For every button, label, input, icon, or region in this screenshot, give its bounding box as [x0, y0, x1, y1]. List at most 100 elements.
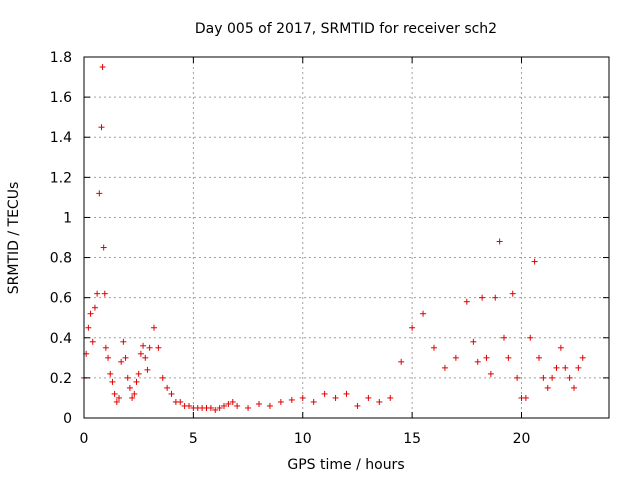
data-point: [522, 394, 529, 401]
data-point: [225, 400, 232, 407]
axis-ticks: [83, 56, 609, 419]
data-point: [140, 342, 147, 349]
data-point: [216, 404, 223, 411]
data-point: [492, 294, 499, 301]
data-point: [126, 384, 133, 391]
data-point: [113, 398, 120, 405]
data-point: [137, 350, 144, 357]
data-point: [288, 396, 295, 403]
y-tick-label: 1.2: [50, 170, 72, 186]
y-tick-labels: 0 0.2 0.4 0.6 0.8 1 1.2 1.4 1.6 1.8: [50, 50, 72, 427]
data-point: [94, 290, 101, 297]
grid-lines: [84, 57, 609, 418]
data-point: [164, 384, 171, 391]
data-point: [118, 358, 125, 365]
data-point: [505, 354, 512, 361]
data-point: [116, 394, 122, 401]
y-tick-label: 1.4: [50, 130, 72, 146]
x-tick-label: 5: [189, 431, 198, 447]
data-point: [321, 390, 328, 397]
data-point: [571, 384, 577, 391]
data-point: [256, 400, 262, 407]
data-point: [85, 324, 92, 331]
data-point: [107, 370, 114, 377]
data-point: [229, 398, 236, 405]
y-tick-label: 1.6: [50, 90, 72, 106]
data-point: [245, 404, 252, 411]
data-point: [549, 374, 556, 381]
chart-title: Day 005 of 2017, SRMTID for receiver sch…: [195, 21, 497, 37]
data-point: [398, 358, 405, 365]
data-point: [540, 374, 547, 381]
data-point: [536, 354, 542, 361]
data-point: [531, 258, 538, 265]
data-point: [483, 354, 490, 361]
data-point: [98, 124, 105, 131]
data-point: [479, 294, 486, 301]
data-point: [409, 324, 416, 331]
data-point: [266, 402, 273, 409]
data-point: [159, 374, 166, 381]
plot-frame: [83, 56, 610, 419]
data-point: [387, 394, 394, 401]
y-tick-label: 1: [63, 210, 72, 226]
data-point: [186, 402, 192, 409]
data-point: [376, 398, 383, 405]
data-point: [332, 394, 339, 401]
x-tick-label: 20: [513, 431, 531, 447]
data-point: [146, 344, 153, 351]
y-axis-title: SRMTID / TECUs: [6, 182, 22, 295]
data-point: [99, 64, 106, 71]
data-point: [509, 290, 516, 297]
data-point: [365, 394, 372, 401]
y-tick-label: 0.6: [50, 291, 72, 307]
data-point: [91, 304, 98, 311]
data-point: [207, 404, 214, 411]
data-point: [135, 370, 142, 377]
data-point: [221, 402, 227, 409]
data-point: [557, 344, 564, 351]
y-tick-label: 0: [63, 411, 72, 427]
data-point: [501, 334, 507, 341]
data-point: [144, 366, 151, 373]
data-point: [299, 394, 306, 401]
data-point: [579, 354, 586, 361]
y-tick-label: 0.8: [50, 251, 72, 267]
data-points: [81, 64, 586, 413]
data-point: [155, 344, 162, 351]
x-axis-title: GPS time / hours: [287, 457, 404, 473]
data-point: [129, 394, 136, 401]
data-point: [527, 334, 534, 341]
data-point: [566, 374, 573, 381]
data-point: [131, 390, 138, 397]
data-point: [277, 398, 284, 405]
data-point: [310, 398, 317, 405]
data-point: [553, 364, 560, 371]
x-tick-label: 10: [294, 431, 312, 447]
data-point: [441, 364, 448, 371]
data-point: [343, 390, 350, 397]
data-point: [452, 354, 459, 361]
data-point: [470, 338, 477, 345]
data-point: [120, 338, 127, 345]
data-point: [111, 390, 118, 397]
data-point: [463, 298, 470, 305]
data-point: [544, 384, 551, 391]
data-point: [87, 310, 94, 317]
data-point: [151, 324, 157, 331]
data-point: [101, 290, 108, 297]
y-tick-label: 1.8: [50, 50, 72, 66]
data-point: [102, 344, 109, 351]
data-point: [100, 244, 107, 251]
data-point: [109, 378, 116, 385]
data-point: [96, 190, 103, 197]
data-point: [431, 344, 437, 351]
data-point: [124, 374, 131, 381]
data-point: [354, 402, 361, 409]
x-tick-label: 0: [80, 431, 89, 447]
data-point: [575, 364, 582, 371]
y-tick-label: 0.4: [50, 331, 72, 347]
data-point: [89, 338, 96, 345]
data-point: [496, 238, 503, 245]
